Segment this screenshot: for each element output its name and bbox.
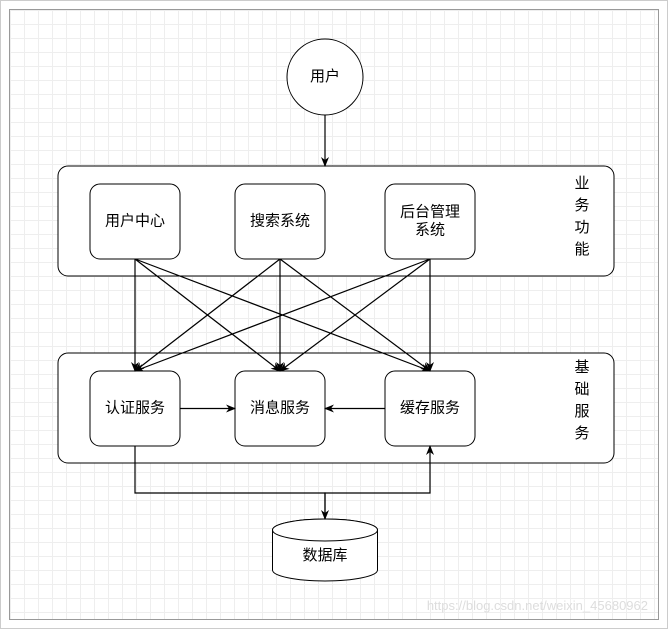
node-admin-sys: 后台管理系统 bbox=[385, 184, 475, 259]
layer-base-label: 基 bbox=[574, 359, 589, 376]
database-label: 数据库 bbox=[302, 547, 347, 564]
user-node: 用户 bbox=[287, 39, 363, 115]
layer-base-label: 础 bbox=[574, 381, 589, 398]
node-user-center: 用户中心 bbox=[90, 184, 180, 259]
architecture-diagram: 用户业务功能用户中心搜索系统后台管理系统基础服务认证服务消息服务缓存服务数据库 bbox=[10, 10, 660, 621]
node-cache-svc: 缓存服务 bbox=[385, 371, 475, 446]
layer-base-label: 务 bbox=[574, 425, 589, 442]
layer-biz-label: 能 bbox=[574, 241, 589, 258]
layer-biz-label: 业 bbox=[574, 175, 589, 192]
node-search-sys: 搜索系统 bbox=[235, 184, 325, 259]
node-search-sys-label: 搜索系统 bbox=[250, 212, 310, 229]
node-msg-svc-label: 消息服务 bbox=[250, 399, 310, 416]
node-admin-sys-label: 后台管理 bbox=[400, 203, 460, 220]
outer-frame: 用户业务功能用户中心搜索系统后台管理系统基础服务认证服务消息服务缓存服务数据库 … bbox=[0, 0, 668, 629]
node-user-center-label: 用户中心 bbox=[105, 212, 165, 229]
grid-frame: 用户业务功能用户中心搜索系统后台管理系统基础服务认证服务消息服务缓存服务数据库 … bbox=[9, 9, 659, 620]
node-msg-svc: 消息服务 bbox=[235, 371, 325, 446]
node-admin-sys-label: 系统 bbox=[415, 221, 445, 238]
node-auth-svc: 认证服务 bbox=[90, 371, 180, 446]
user-label: 用户 bbox=[310, 68, 340, 85]
node-auth-svc-label: 认证服务 bbox=[105, 399, 165, 416]
database-node: 数据库 bbox=[273, 519, 378, 581]
layer-biz-label: 功 bbox=[574, 219, 589, 236]
node-cache-svc-label: 缓存服务 bbox=[400, 399, 460, 416]
layer-biz-label: 务 bbox=[574, 197, 589, 214]
layer-base-label: 服 bbox=[574, 403, 589, 420]
